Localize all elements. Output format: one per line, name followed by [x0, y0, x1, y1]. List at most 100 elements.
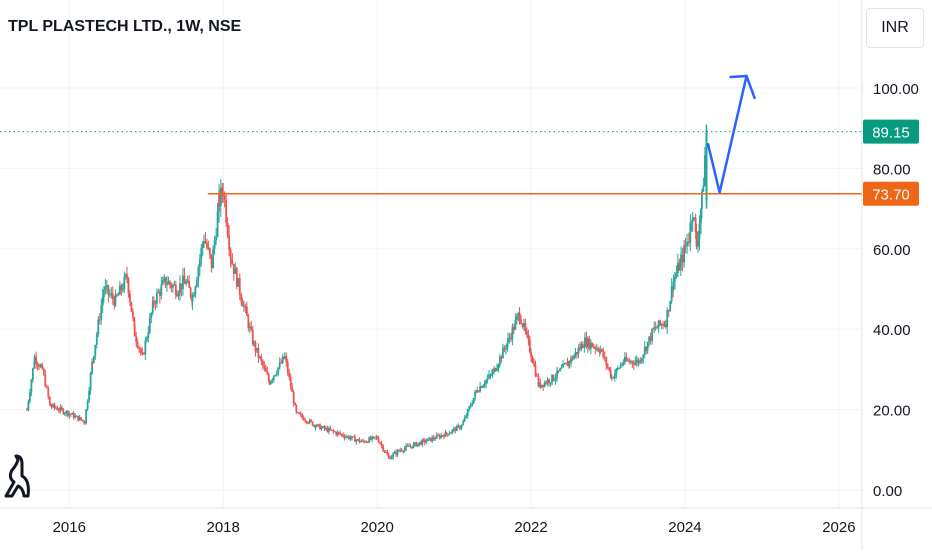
candle-body [485, 380, 487, 385]
candle-body [695, 231, 698, 247]
candle-body [194, 286, 197, 296]
candle-body [534, 364, 537, 376]
candle-body [449, 432, 452, 434]
candle-body [363, 441, 366, 443]
candle-body [423, 439, 426, 443]
candle-body [210, 254, 213, 260]
candle-body [65, 411, 68, 414]
candle-body [56, 408, 59, 411]
candle-body [83, 422, 86, 424]
candle-body [502, 347, 504, 359]
candle-body [97, 319, 100, 335]
candle-body [393, 451, 396, 454]
candle-body [271, 379, 274, 382]
candle-body [337, 432, 340, 434]
candle-body [441, 435, 444, 437]
candle-body [482, 385, 484, 388]
candle-body [589, 342, 592, 349]
candle-body [188, 280, 191, 288]
candle-body [91, 361, 94, 363]
candle-body [524, 323, 527, 332]
candle-body [568, 361, 570, 366]
candle-body [118, 285, 121, 295]
projection-arrow[interactable] [706, 74, 756, 194]
candle-body [486, 377, 489, 381]
candle-body [623, 356, 626, 363]
candle-body [263, 365, 266, 368]
candle-body [257, 347, 260, 358]
candle-body [213, 240, 216, 249]
candle-body [642, 354, 645, 359]
candle-body [445, 432, 448, 434]
currency-button[interactable]: INR [866, 8, 924, 48]
candle-body [618, 367, 621, 369]
candle-body [253, 342, 255, 345]
candle-body [560, 367, 563, 369]
candle-body [100, 305, 103, 320]
candle-body [69, 413, 72, 415]
candle-body [267, 374, 270, 381]
candle-body [698, 223, 701, 240]
candle-body [91, 361, 93, 374]
candle-body [326, 428, 329, 432]
candle-body [241, 301, 244, 307]
candle-body [392, 453, 395, 457]
time-axis[interactable]: 2016 2018 2020 2022 2024 2026 [0, 507, 932, 536]
candle-body [317, 424, 320, 426]
candle-body [254, 342, 257, 352]
candle-body [546, 379, 549, 384]
candle-body [629, 361, 632, 363]
price-axis[interactable]: 0.00 20.00 40.00 60.00 80.00 100.00 89.15 73.70 [861, 0, 919, 550]
candle-body [123, 276, 126, 290]
arrow-head [729, 74, 756, 100]
candle-body [595, 348, 598, 350]
candle-body [518, 313, 521, 320]
candle-body [465, 415, 468, 418]
candle-body [605, 357, 608, 365]
candle-body [402, 451, 405, 453]
candle-body [539, 382, 542, 388]
x-tick-label: 2020 [360, 519, 393, 536]
candle-body [333, 431, 336, 433]
candle-body [507, 338, 509, 343]
x-tick-label: 2018 [207, 519, 240, 536]
candle-body [625, 356, 628, 361]
candle-body [66, 411, 69, 416]
candle-body [584, 337, 586, 347]
candle-body [577, 347, 580, 355]
candle-body [266, 371, 269, 375]
candle-body [386, 452, 389, 456]
candle-body [285, 356, 288, 363]
candle-body [283, 356, 286, 359]
candle-body [476, 390, 479, 392]
candle-body [33, 361, 36, 369]
candle-body [114, 294, 117, 306]
candle-body [261, 360, 264, 366]
candle-body [319, 424, 321, 430]
candle-body [548, 379, 551, 384]
candle-body [628, 360, 631, 362]
candle-body [528, 339, 531, 353]
tradingview-logo[interactable] [0, 452, 30, 504]
x-tick-label: 2016 [53, 519, 86, 536]
candle-body [663, 324, 666, 326]
candle-body [602, 349, 605, 358]
candle-body [376, 437, 379, 439]
y-tick-label: 80.00 [873, 161, 911, 178]
candle-body [632, 363, 635, 365]
candle-body [288, 372, 291, 378]
candle-body [302, 417, 305, 421]
candle-body [38, 365, 40, 368]
candle-body [291, 386, 294, 393]
candle-body [336, 432, 339, 435]
candle-body [155, 292, 158, 304]
candle-body [693, 217, 696, 219]
candle-body [640, 358, 643, 363]
candle-body [108, 294, 111, 296]
candle-body [573, 355, 575, 360]
candle-body [681, 254, 684, 263]
candle-body [425, 441, 428, 443]
candle-body [307, 422, 310, 424]
